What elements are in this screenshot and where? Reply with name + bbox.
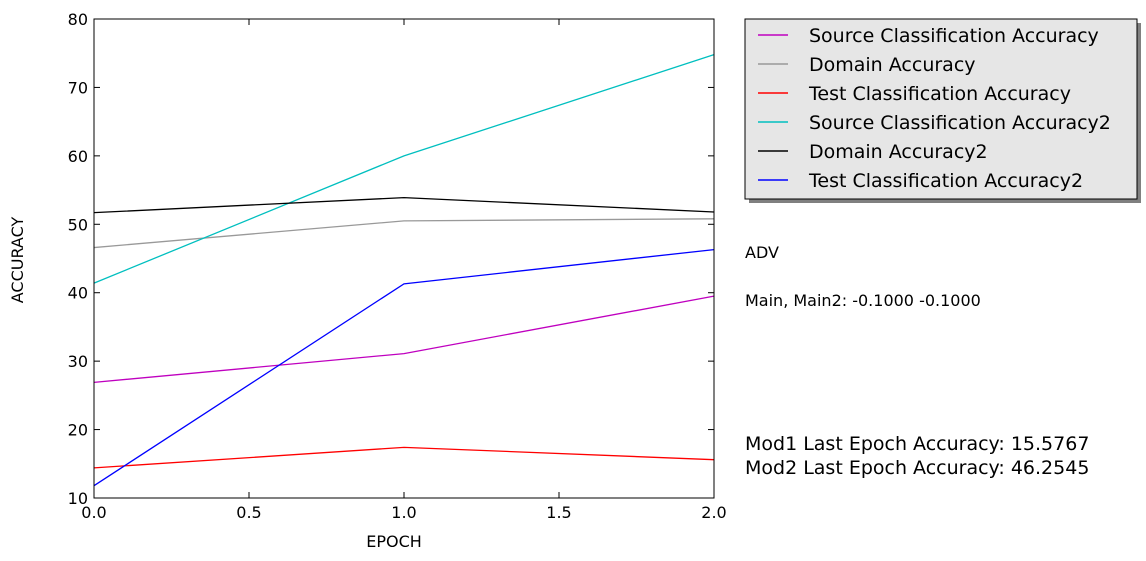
- series-line-1: [93, 295, 715, 384]
- mod1-accuracy-label: Mod1 Last Epoch Accuracy: 15.5767: [745, 433, 1090, 455]
- x-tick-label: 2.0: [701, 503, 726, 522]
- legend-box: [744, 18, 1138, 200]
- legend-label-4: Source Classification Accuracy2: [809, 112, 1111, 134]
- mod2-accuracy-label: Mod2 Last Epoch Accuracy: 46.2545: [745, 457, 1090, 479]
- y-tick-label: 50: [68, 215, 88, 234]
- y-tick-label: 80: [68, 10, 88, 29]
- method-label: ADV: [745, 243, 779, 262]
- legend-label-5: Domain Accuracy2: [809, 141, 988, 163]
- tick-layer: 0.0 0.5 1.0 1.5 2.0 10 20 30 40 50 60 70 80: [68, 10, 727, 522]
- y-tick-label: 30: [68, 352, 88, 371]
- legend-label-2: Domain Accuracy: [809, 54, 976, 76]
- params-label: Main, Main2: -0.1000 -0.1000: [745, 291, 981, 310]
- legend-label-1: Source Classification Accuracy: [809, 25, 1099, 47]
- series-line-4: [93, 53, 715, 284]
- x-tick-label: 1.0: [391, 503, 416, 522]
- y-tick-label: 40: [68, 284, 88, 303]
- series-line-2: [93, 218, 715, 249]
- legend-label-6: Test Classification Accuracy2: [808, 170, 1083, 192]
- y-tick-label: 10: [68, 489, 88, 508]
- series-layer: [93, 53, 715, 487]
- series-line-3: [93, 446, 715, 469]
- plot-frame: [93, 18, 715, 499]
- x-axis-label: EPOCH: [366, 532, 422, 551]
- series-line-5: [93, 196, 715, 214]
- y-tick-label: 60: [68, 147, 88, 166]
- legend: Source Classification Accuracy Domain Acc…: [744, 18, 1141, 203]
- y-tick-label: 20: [68, 421, 88, 440]
- x-tick-label: 0.0: [81, 503, 106, 522]
- y-tick-label: 70: [68, 78, 88, 97]
- legend-label-3: Test Classification Accuracy: [808, 83, 1071, 105]
- y-axis-label: ACCURACY: [8, 217, 27, 304]
- series-line-6: [93, 248, 715, 487]
- x-tick-label: 1.5: [546, 503, 571, 522]
- x-tick-label: 0.5: [236, 503, 261, 522]
